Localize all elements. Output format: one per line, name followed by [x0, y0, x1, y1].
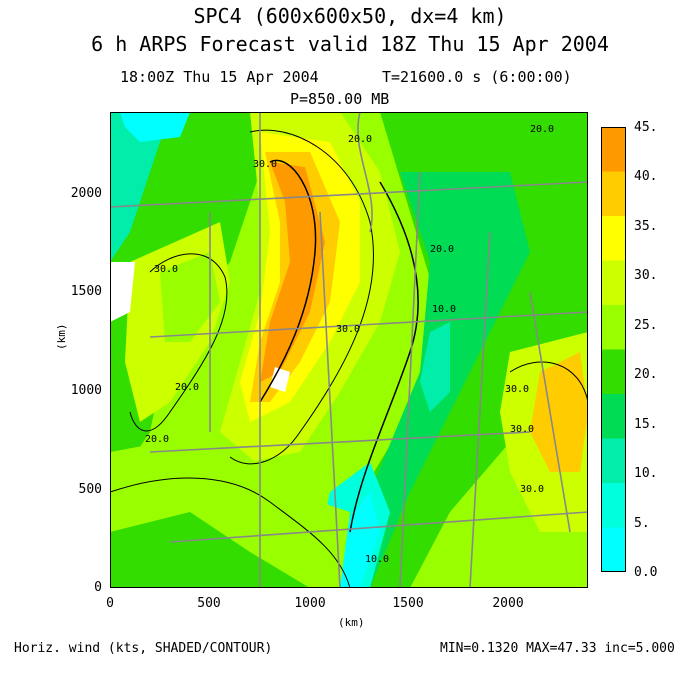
- border-line: [149, 311, 588, 338]
- colorbar-label: 5.: [634, 515, 650, 531]
- contour-line: [110, 477, 351, 588]
- colorbar-label: 15.: [634, 416, 658, 432]
- colorbar-swatch: [601, 216, 626, 261]
- contour-label: 20.0: [348, 134, 372, 145]
- contour-line: [229, 129, 374, 465]
- y-tick-label: 500: [78, 482, 102, 497]
- border-line: [399, 171, 421, 588]
- colorbar-frame: [601, 127, 626, 572]
- wind-speed-map: 20.0 30.0 20.0 30.0 30.0 30.0 20.0 20.0 …: [110, 112, 588, 588]
- colorbar-label: 25.: [634, 317, 658, 333]
- x-tick-label: 1000: [294, 596, 326, 611]
- contour-label: 10.0: [432, 304, 456, 315]
- border-line: [469, 231, 491, 588]
- colorbar-label: 10.: [634, 466, 658, 482]
- shade-nw-cyan: [120, 112, 190, 142]
- missing-data-jet: [270, 367, 290, 392]
- title-line-2: 6 h ARPS Forecast valid 18Z Thu 15 Apr 2…: [91, 32, 609, 56]
- x-tick-label: 1500: [392, 596, 424, 611]
- shade-jet-max: [260, 162, 325, 382]
- border-line: [149, 431, 531, 453]
- colorbar-swatch: [601, 305, 626, 350]
- x-tick-label: 0: [106, 596, 114, 611]
- border-line: [357, 112, 373, 233]
- colorbar-swatch: [601, 527, 626, 572]
- y-tick-label: 0: [94, 580, 102, 595]
- colorbar-swatch: [601, 171, 626, 217]
- missing-data-w: [110, 262, 135, 322]
- contour-label: 20.0: [145, 434, 169, 445]
- contour-line: [349, 181, 419, 533]
- shade-west-teal: [110, 112, 170, 262]
- shade-east-mid-cyan: [420, 322, 450, 412]
- contour-label: 30.0: [336, 324, 360, 335]
- color-scale-bar: [601, 127, 626, 572]
- colorbar-swatch: [601, 127, 626, 172]
- colorbar-label: 40.: [634, 169, 658, 185]
- contour-label: 30.0: [505, 384, 529, 395]
- colorbar-label: 0.0: [634, 565, 658, 580]
- footer-stats-label: MIN=0.1320 MAX=47.33 inc=5.000: [440, 641, 675, 656]
- contour-label: 30.0: [520, 484, 544, 495]
- y-tick-label: 1500: [70, 284, 102, 299]
- x-axis-label: (km): [338, 616, 365, 629]
- border-line: [529, 291, 571, 533]
- valid-time-label: 18:00Z Thu 15 Apr 2004: [120, 68, 319, 86]
- colorbar-swatch: [601, 438, 626, 484]
- contour-label: 30.0: [253, 159, 277, 170]
- map-borders: [110, 112, 588, 588]
- x-tick-label: 2000: [492, 596, 524, 611]
- colorbar-swatch: [601, 349, 626, 395]
- contour-label: 20.0: [175, 382, 199, 393]
- y-tick-label: 1000: [70, 383, 102, 398]
- colorbar-label: 35.: [634, 218, 658, 234]
- contour-label: 30.0: [154, 264, 178, 275]
- x-tick-label: 500: [197, 596, 221, 611]
- contour-line: [259, 159, 317, 403]
- title-line-1: SPC4 (600x600x50, dx=4 km): [193, 4, 507, 28]
- contour-line: [509, 361, 588, 403]
- contour-label: 20.0: [530, 124, 554, 135]
- colorbar-swatch: [601, 483, 626, 528]
- colorbar-label: 45.: [634, 120, 658, 135]
- colorbar-swatch: [601, 394, 626, 439]
- y-axis-label: (km): [55, 323, 68, 351]
- footer-variable-label: Horiz. wind (kts, SHADED/CONTOUR): [14, 641, 273, 656]
- contour-label: 10.0: [365, 554, 389, 565]
- contour-line: [129, 253, 228, 432]
- forecast-time-label: T=21600.0 s (6:00:00): [382, 68, 572, 86]
- border-line: [110, 181, 588, 208]
- contour-label: 30.0: [510, 424, 534, 435]
- colorbar-swatch: [601, 260, 626, 306]
- colorbar-label: 30.: [634, 268, 658, 284]
- border-line: [319, 211, 341, 588]
- colorbar-label: 20.: [634, 367, 658, 383]
- contour-label: 20.0: [430, 244, 454, 255]
- border-line: [169, 511, 588, 543]
- pressure-level-label: P=850.00 MB: [290, 90, 390, 108]
- shade-west-inner: [160, 252, 220, 342]
- map-frame: [110, 112, 588, 588]
- y-tick-label: 2000: [70, 186, 102, 201]
